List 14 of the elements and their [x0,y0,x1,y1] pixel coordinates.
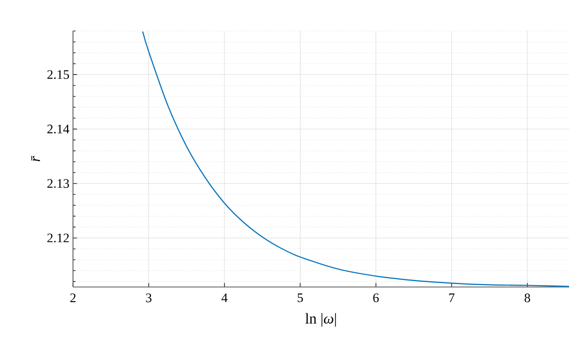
y-tick-label: 2.15 [47,70,69,79]
x-tick-label: 8 [524,294,530,302]
line-series [142,31,570,287]
y-tick-label: 2.12 [47,234,69,242]
x-tick-label: 4 [221,294,228,302]
x-tick-label: 2 [70,294,76,302]
x-tick-label: 5 [298,294,303,302]
x-tick-label: 3 [146,294,152,302]
y-tick-label: 2.13 [47,179,69,188]
x-axis-title: ln |ω| [305,313,336,327]
x-tick-label: 7 [449,294,454,302]
y-tick-label: 2.14 [47,124,70,134]
y-axis-title: r̄ [31,156,40,162]
x-tick-label: 6 [373,294,379,302]
